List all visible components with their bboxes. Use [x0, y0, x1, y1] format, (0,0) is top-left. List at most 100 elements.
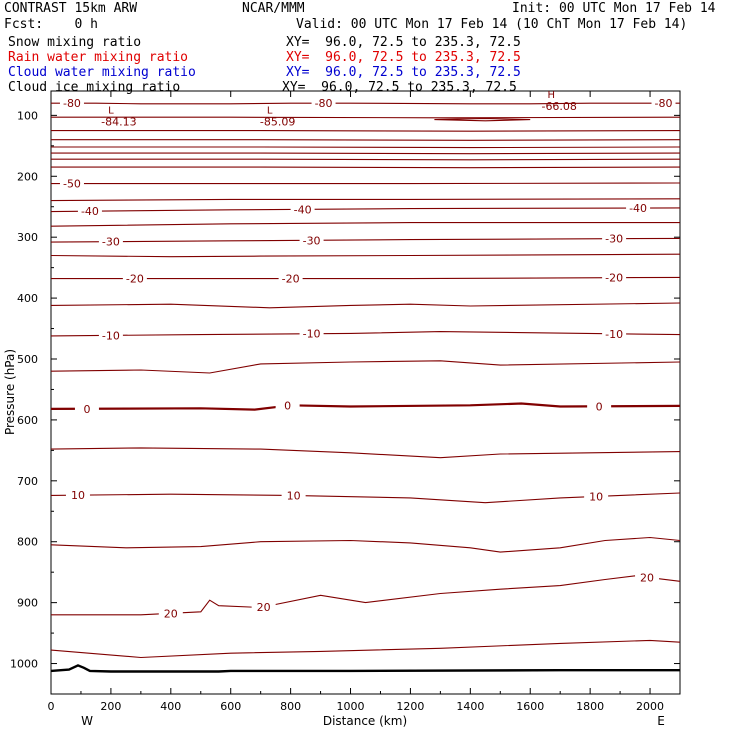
- terrain-surface: [50, 664, 680, 673]
- contour-line: [51, 130, 681, 132]
- contour-line: [51, 152, 681, 155]
- contour-label: -40: [294, 203, 312, 216]
- extremum-value: -84.13: [101, 115, 136, 128]
- contour-label: -80: [63, 97, 81, 110]
- x-tick-label: 0: [48, 700, 55, 713]
- y-axis-label: Pressure (hPa): [3, 349, 17, 435]
- field-xy-rain: XY= 96.0, 72.5 to 235.3, 72.5: [286, 50, 521, 65]
- contour-label: -80: [315, 97, 333, 110]
- center-label: NCAR/MMM: [242, 1, 305, 16]
- contour-label: -30: [303, 234, 321, 247]
- contour-label-bg: [635, 571, 660, 584]
- contour-line: [50, 639, 681, 659]
- x-axis: 0 200 400 600 800 1000 1200 1400 1600 1800 2000: [48, 91, 664, 713]
- x-tick-label: 400: [160, 700, 181, 713]
- contour-label-bg: [602, 232, 627, 245]
- contour-label-bg: [299, 234, 324, 247]
- contour-label-bg: [98, 329, 123, 342]
- contour-label-bg: [59, 97, 84, 110]
- terrain-line: [50, 664, 680, 673]
- plot-frame: [50, 90, 681, 695]
- x-tick-label: 2000: [636, 700, 664, 713]
- contour-line: [434, 117, 531, 122]
- contour-label-bg: [602, 271, 627, 284]
- contour-line: [51, 102, 680, 105]
- contour-line: [51, 158, 681, 161]
- contour-label: -10: [102, 329, 120, 342]
- y-tick-label: 100: [17, 109, 38, 122]
- x-axis-right-end: E: [657, 714, 665, 728]
- valid-label: Valid: 00 UTC Mon 17 Feb 14 (10 ChT Mon …: [296, 17, 688, 32]
- contour-line: [51, 166, 681, 169]
- contour-label: 10: [287, 489, 301, 502]
- contour-label-bg: [251, 600, 276, 613]
- contour-line: [50, 402, 681, 411]
- contour-label: -20: [126, 273, 144, 286]
- contour-label: -50: [63, 178, 81, 191]
- contour-label-bg: [587, 400, 612, 413]
- contour-label: -30: [102, 236, 120, 249]
- contour-label: 0: [596, 400, 603, 413]
- x-tick-label: 1000: [337, 700, 365, 713]
- contour-label-bg: [98, 235, 123, 248]
- y-tick-label: 600: [17, 414, 38, 427]
- x-tick-label: 1800: [576, 700, 604, 713]
- contour-label-bg: [275, 399, 300, 412]
- contour-label: -10: [605, 328, 623, 341]
- x-tick-label: 800: [280, 700, 301, 713]
- extremum-mark: L: [108, 105, 114, 116]
- x-axis-left-end: W: [81, 714, 93, 728]
- field-label-cloud-water: Cloud water mixing ratio: [8, 65, 196, 80]
- contour-label-bg: [626, 202, 651, 215]
- contour-label: -20: [282, 273, 300, 286]
- field-label-snow: Snow mixing ratio: [8, 35, 142, 50]
- contour-label-bg: [65, 489, 90, 502]
- contour-label-bg: [77, 205, 102, 218]
- contour-label-bg: [281, 489, 306, 502]
- extrema-markers: L-84.13L-85.09H-66.08: [101, 90, 577, 128]
- extremum-value: -66.08: [541, 100, 576, 113]
- contour-label: -10: [303, 328, 321, 341]
- contour-label-bg: [59, 177, 84, 190]
- contour-label-bg: [158, 607, 183, 620]
- extremum-mark: L: [267, 105, 273, 116]
- x-axis-label: Distance (km): [323, 714, 407, 728]
- y-tick-label: 800: [17, 536, 38, 549]
- contour-label: -30: [605, 233, 623, 246]
- field-xy-snow: XY= 96.0, 72.5 to 235.3, 72.5: [286, 35, 521, 50]
- y-tick-label: 900: [17, 597, 38, 610]
- contour-label-bg: [74, 402, 99, 415]
- x-tick-label: 600: [220, 700, 241, 713]
- contour-label-bg: [651, 97, 676, 110]
- x-tick-label: 1600: [516, 700, 544, 713]
- extremum-value: -85.09: [260, 115, 295, 128]
- contour-label: 0: [83, 403, 90, 416]
- contour-label: -80: [655, 97, 673, 110]
- contour-line: [50, 207, 681, 213]
- contour-label: 20: [640, 571, 654, 584]
- contour-label-bg: [311, 97, 336, 110]
- contour-line: [51, 116, 681, 119]
- extremum-mark: H: [547, 90, 555, 101]
- contour-label: -40: [81, 205, 99, 218]
- contour-line: [51, 146, 681, 149]
- y-tick-label: 1000: [10, 658, 38, 671]
- x-tick-label: 1400: [456, 700, 484, 713]
- contour-line: [50, 302, 681, 309]
- fcst-label: Fcst: 0 h: [4, 17, 98, 32]
- contour-label-bg: [602, 327, 627, 340]
- contour-line: [50, 253, 681, 258]
- y-tick-label: 400: [17, 292, 38, 305]
- y-tick-label: 700: [17, 475, 38, 488]
- contour-line: [50, 360, 681, 374]
- contour-label: 20: [164, 607, 178, 620]
- contour-label-bg: [122, 272, 147, 285]
- contour-lines: -80 -80 -80 -50 -40 -40 -40 -30 -30 -30 -20 -20 -20 -…: [50, 97, 681, 659]
- contour-label: 10: [589, 490, 603, 503]
- contour-line: [50, 492, 681, 504]
- x-tick-label: 200: [100, 700, 121, 713]
- contour-label: -40: [629, 202, 647, 215]
- contour-label-bg: [584, 490, 609, 503]
- contour-label: -20: [605, 272, 623, 285]
